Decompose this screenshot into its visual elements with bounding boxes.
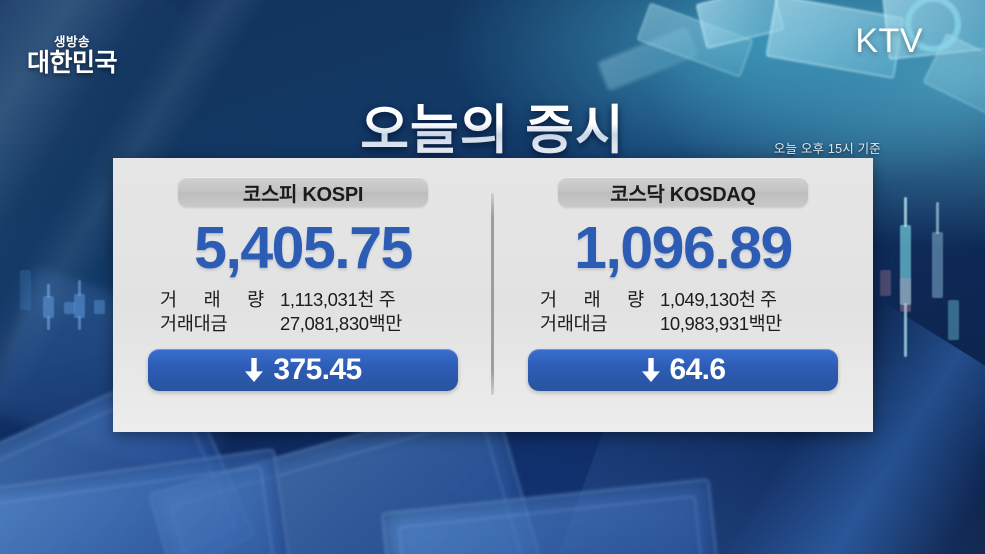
change-value-kosdaq: 64.6 bbox=[669, 353, 727, 387]
candlestick-graphic bbox=[900, 278, 911, 312]
stat-row-turnover: 거래대금 27,081,830백만 bbox=[160, 312, 446, 336]
page-title: 오늘의 증시 bbox=[0, 88, 985, 164]
market-header-kosdaq: 코스닥 KOSDAQ bbox=[558, 177, 808, 207]
candlestick-graphic bbox=[900, 197, 911, 357]
turnover-value: 10,983,931백만 bbox=[660, 313, 782, 335]
change-bar-kospi: 375.45 bbox=[148, 349, 458, 392]
candlestick-graphic bbox=[880, 270, 891, 296]
network-logo-ktv: KTV bbox=[855, 22, 923, 60]
stat-row-turnover: 거래대금 10,983,931백만 bbox=[540, 312, 826, 336]
arrow-down-icon bbox=[641, 358, 660, 383]
candlestick-graphic bbox=[932, 202, 943, 298]
turnover-label: 거래대금 bbox=[540, 313, 608, 335]
broadcaster-logo: 생방송 대한민국 bbox=[27, 35, 118, 77]
arrow-down-icon bbox=[245, 358, 264, 383]
volume-value: 1,113,031천 주 bbox=[280, 289, 396, 310]
index-value-kosdaq: 1,096.89 bbox=[574, 215, 793, 281]
change-bar-kosdaq: 64.6 bbox=[528, 349, 838, 392]
volume-value: 1,049,130천 주 bbox=[660, 289, 777, 310]
candlestick-graphic bbox=[20, 270, 31, 310]
logo-live-label: 생방송 bbox=[54, 35, 91, 49]
column-divider bbox=[491, 193, 494, 395]
banknote-seal-icon bbox=[905, 0, 961, 52]
candlestick-graphic bbox=[43, 284, 54, 330]
change-value-kospi: 375.45 bbox=[273, 353, 362, 387]
turnover-label: 거래대금 bbox=[160, 313, 228, 335]
logo-program-name: 대한민국 bbox=[27, 48, 118, 77]
candlestick-graphic bbox=[94, 300, 105, 314]
candlestick-graphic bbox=[64, 302, 75, 314]
timestamp-label: 오늘 오후 15시 기준 bbox=[773, 142, 881, 156]
candlestick-graphic bbox=[948, 300, 959, 340]
turnover-value: 27,081,830백만 bbox=[280, 313, 402, 335]
candlestick-graphic bbox=[74, 280, 85, 330]
market-header-kospi: 코스피 KOSPI bbox=[178, 177, 428, 207]
index-value-kospi: 5,405.75 bbox=[194, 215, 413, 281]
